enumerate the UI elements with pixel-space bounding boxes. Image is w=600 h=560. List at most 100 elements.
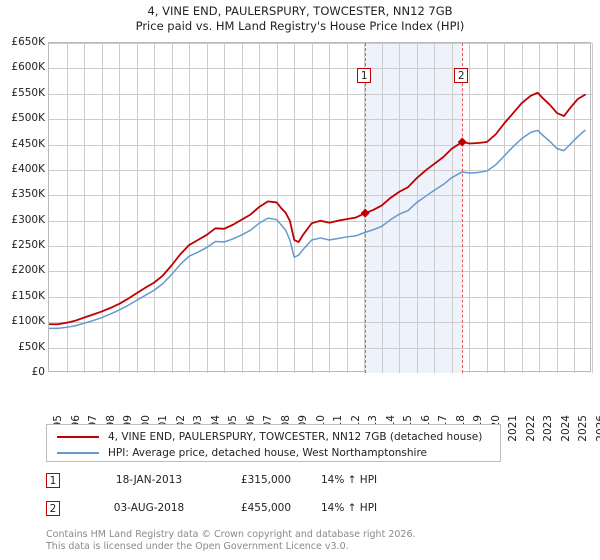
gridline-vertical xyxy=(294,43,295,373)
y-axis-tick-label: £500K xyxy=(11,112,45,125)
gridline-vertical xyxy=(189,43,190,373)
transaction-date: 03-AUG-2018 xyxy=(113,502,185,514)
y-axis-tick-label: £350K xyxy=(11,188,45,201)
gridline-vertical xyxy=(207,43,208,373)
event-line-1 xyxy=(365,43,367,373)
transaction-index-badge: 1 xyxy=(46,473,60,488)
gridline-vertical xyxy=(137,43,138,373)
y-axis-tick-label: £600K xyxy=(11,61,45,74)
y-axis-tick-label: £100K xyxy=(11,315,45,328)
chart-title-block: 4, VINE END, PAULERSPURY, TOWCESTER, NN1… xyxy=(0,0,600,34)
gridline-horizontal xyxy=(49,322,592,323)
gridline-horizontal xyxy=(49,246,592,247)
transactions-table: 1 18-JAN-2013 £315,000 14% ↑ HPI 2 03-AUG-201… xyxy=(46,472,466,528)
series-line-hpi xyxy=(49,129,586,330)
gridline-vertical xyxy=(574,43,575,373)
gridline-horizontal xyxy=(49,94,592,95)
sale-point-marker-2[interactable] xyxy=(457,137,467,147)
gridline-vertical xyxy=(557,43,558,373)
event-marker-1[interactable]: 1 xyxy=(357,68,372,83)
gridline-vertical xyxy=(347,43,348,373)
gridline-vertical xyxy=(452,43,453,373)
gridline-horizontal xyxy=(49,297,592,298)
copyright-footer: Contains HM Land Registry data © Crown c… xyxy=(46,529,586,552)
gridline-horizontal xyxy=(49,271,592,272)
gridline-vertical xyxy=(434,43,435,373)
sale-point-marker-1[interactable] xyxy=(360,208,370,218)
x-axis-tick-label: 2023 xyxy=(542,415,555,442)
gridline-vertical xyxy=(364,43,365,373)
transaction-index-badge: 2 xyxy=(46,501,60,516)
footer-line-2: This data is licensed under the Open Gov… xyxy=(46,540,349,552)
y-axis-tick-label: £650K xyxy=(11,36,45,48)
gridline-vertical xyxy=(382,43,383,373)
gridline-vertical xyxy=(102,43,103,373)
gridline-horizontal xyxy=(49,145,592,146)
gridline-vertical xyxy=(487,43,488,373)
transaction-hpi-delta: 14% ↑ HPI xyxy=(321,502,378,514)
ownership-period-shading xyxy=(365,43,463,373)
event-line-2 xyxy=(462,43,464,373)
transaction-price: £315,000 xyxy=(240,474,292,486)
y-axis-tick-label: £200K xyxy=(11,264,45,277)
x-axis-tick-label: 2025 xyxy=(577,415,590,442)
y-axis-tick-label: £50K xyxy=(18,340,45,353)
y-axis-tick-label: £450K xyxy=(11,137,45,150)
gridline-horizontal xyxy=(49,119,592,120)
gridline-vertical xyxy=(399,43,400,373)
gridline-horizontal xyxy=(49,170,592,171)
gridline-horizontal xyxy=(49,43,592,44)
event-marker-2[interactable]: 2 xyxy=(454,68,469,83)
legend-item: HPI: Average price, detached house, West… xyxy=(47,445,500,461)
transaction-price: £455,000 xyxy=(240,502,292,514)
y-axis-tick-label: £550K xyxy=(11,86,45,99)
legend-item: 4, VINE END, PAULERSPURY, TOWCESTER, NN1… xyxy=(47,429,500,445)
gridline-vertical xyxy=(242,43,243,373)
series-line-property xyxy=(49,91,586,326)
gridline-vertical xyxy=(154,43,155,373)
gridline-vertical xyxy=(592,43,593,373)
legend-swatch-icon xyxy=(57,436,99,438)
footer-line-1: Contains HM Land Registry data © Crown c… xyxy=(46,529,416,540)
gridline-vertical xyxy=(172,43,173,373)
gridline-vertical xyxy=(539,43,540,373)
series-lines xyxy=(49,91,586,330)
gridline-horizontal xyxy=(49,68,592,69)
y-axis-tick-label: £300K xyxy=(11,213,45,226)
plot-frame xyxy=(48,42,593,373)
gridline-vertical xyxy=(522,43,523,373)
x-axis-tick-label: 2026 xyxy=(595,415,600,442)
y-axis-tick-label: £0 xyxy=(31,366,45,378)
gridline-vertical xyxy=(469,43,470,373)
gridline-vertical xyxy=(504,43,505,373)
gridline-vertical xyxy=(259,43,260,373)
gridline-horizontal xyxy=(49,348,592,349)
y-axis-tick-label: £400K xyxy=(11,162,45,175)
legend-label: HPI: Average price, detached house, West… xyxy=(108,447,427,459)
gridline-horizontal xyxy=(49,195,592,196)
gridline-vertical xyxy=(417,43,418,373)
gridline-vertical xyxy=(84,43,85,373)
transaction-hpi-delta: 14% ↑ HPI xyxy=(321,474,378,486)
x-axis-tick-label: 2022 xyxy=(524,415,537,442)
gridline-vertical xyxy=(224,43,225,373)
page-subtitle: Price paid vs. HM Land Registry's House … xyxy=(135,19,465,33)
table-row[interactable]: 2 03-AUG-2018 £455,000 14% ↑ HPI xyxy=(46,500,466,528)
gridline-vertical xyxy=(67,43,68,373)
gridline-vertical xyxy=(329,43,330,373)
legend-swatch-icon xyxy=(57,452,99,454)
y-axis-tick-label: £250K xyxy=(11,239,45,252)
legend-label: 4, VINE END, PAULERSPURY, TOWCESTER, NN1… xyxy=(108,431,483,443)
gridline-vertical xyxy=(277,43,278,373)
x-axis-tick-label: 2021 xyxy=(507,415,520,442)
y-axis-labels: £0 £50K £100K £150K £200K £250K £300K £350K £400… xyxy=(0,36,45,378)
gridline-vertical xyxy=(312,43,313,373)
gridline-vertical xyxy=(119,43,120,373)
x-axis-labels: 1995199619971998199920002001200220032004… xyxy=(48,374,600,442)
y-axis-tick-label: £150K xyxy=(11,289,45,302)
transaction-date: 18-JAN-2013 xyxy=(115,474,183,486)
chart-legend: 4, VINE END, PAULERSPURY, TOWCESTER, NN1… xyxy=(46,424,501,462)
table-row[interactable]: 1 18-JAN-2013 £315,000 14% ↑ HPI xyxy=(46,472,466,500)
page-title: 4, VINE END, PAULERSPURY, TOWCESTER, NN1… xyxy=(147,4,453,18)
